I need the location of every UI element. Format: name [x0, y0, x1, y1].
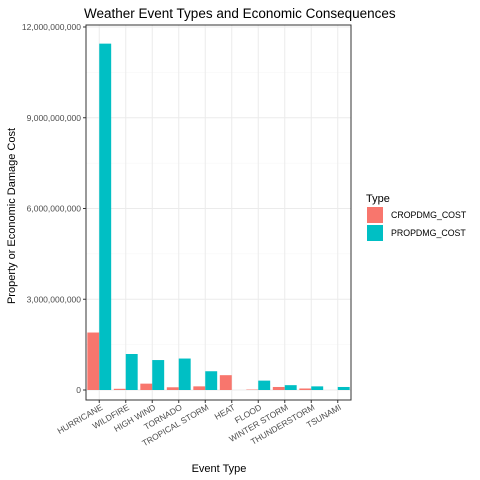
bar-cropdmg-cost — [140, 383, 153, 390]
bars — [87, 43, 350, 390]
legend: Type CROPDMG_COST PROPDMG_COST — [366, 193, 467, 241]
bar-propdmg-cost — [337, 386, 350, 390]
panel-border — [85, 24, 352, 401]
legend-swatch — [367, 207, 383, 223]
bar-propdmg-cost — [99, 43, 112, 390]
y-tick-label: 9,000,000,000 — [27, 113, 82, 123]
bar-propdmg-cost — [258, 380, 271, 390]
bar-cropdmg-cost — [219, 375, 232, 390]
y-axis-title: Property or Economic Damage Cost — [6, 128, 18, 304]
bar-propdmg-cost — [125, 354, 138, 390]
bar-propdmg-cost — [152, 360, 165, 390]
y-axis: 0 3,000,000,000 6,000,000,000 9,000,000,000… — [22, 22, 86, 395]
bar-propdmg-cost — [205, 371, 218, 390]
panel-background — [86, 25, 351, 400]
bar-propdmg-cost — [178, 358, 191, 390]
chart-title: Weather Event Types and Economic Consequ… — [84, 6, 396, 21]
y-tick-label: 6,000,000,000 — [27, 204, 82, 214]
legend-swatch — [367, 225, 383, 241]
y-tick-label: 0 — [76, 385, 81, 395]
plot-panel — [86, 25, 351, 400]
bar-cropdmg-cost — [272, 386, 285, 390]
legend-label: CROPDMG_COST — [391, 210, 467, 220]
bar-cropdmg-cost — [113, 388, 126, 390]
y-tick-label: 12,000,000,000 — [22, 22, 81, 32]
bar-cropdmg-cost — [166, 387, 179, 390]
bar-propdmg-cost — [311, 386, 324, 390]
bar-cropdmg-cost — [87, 332, 100, 390]
bar-cropdmg-cost — [193, 386, 206, 390]
bar-propdmg-cost — [284, 385, 297, 390]
x-axis-title: Event Type — [192, 463, 247, 475]
y-tick-label: 3,000,000,000 — [27, 294, 82, 304]
panel-frame — [85, 24, 352, 401]
bar-cropdmg-cost — [299, 388, 312, 390]
legend-title: Type — [366, 193, 390, 205]
legend-label: PROPDMG_COST — [391, 228, 466, 238]
